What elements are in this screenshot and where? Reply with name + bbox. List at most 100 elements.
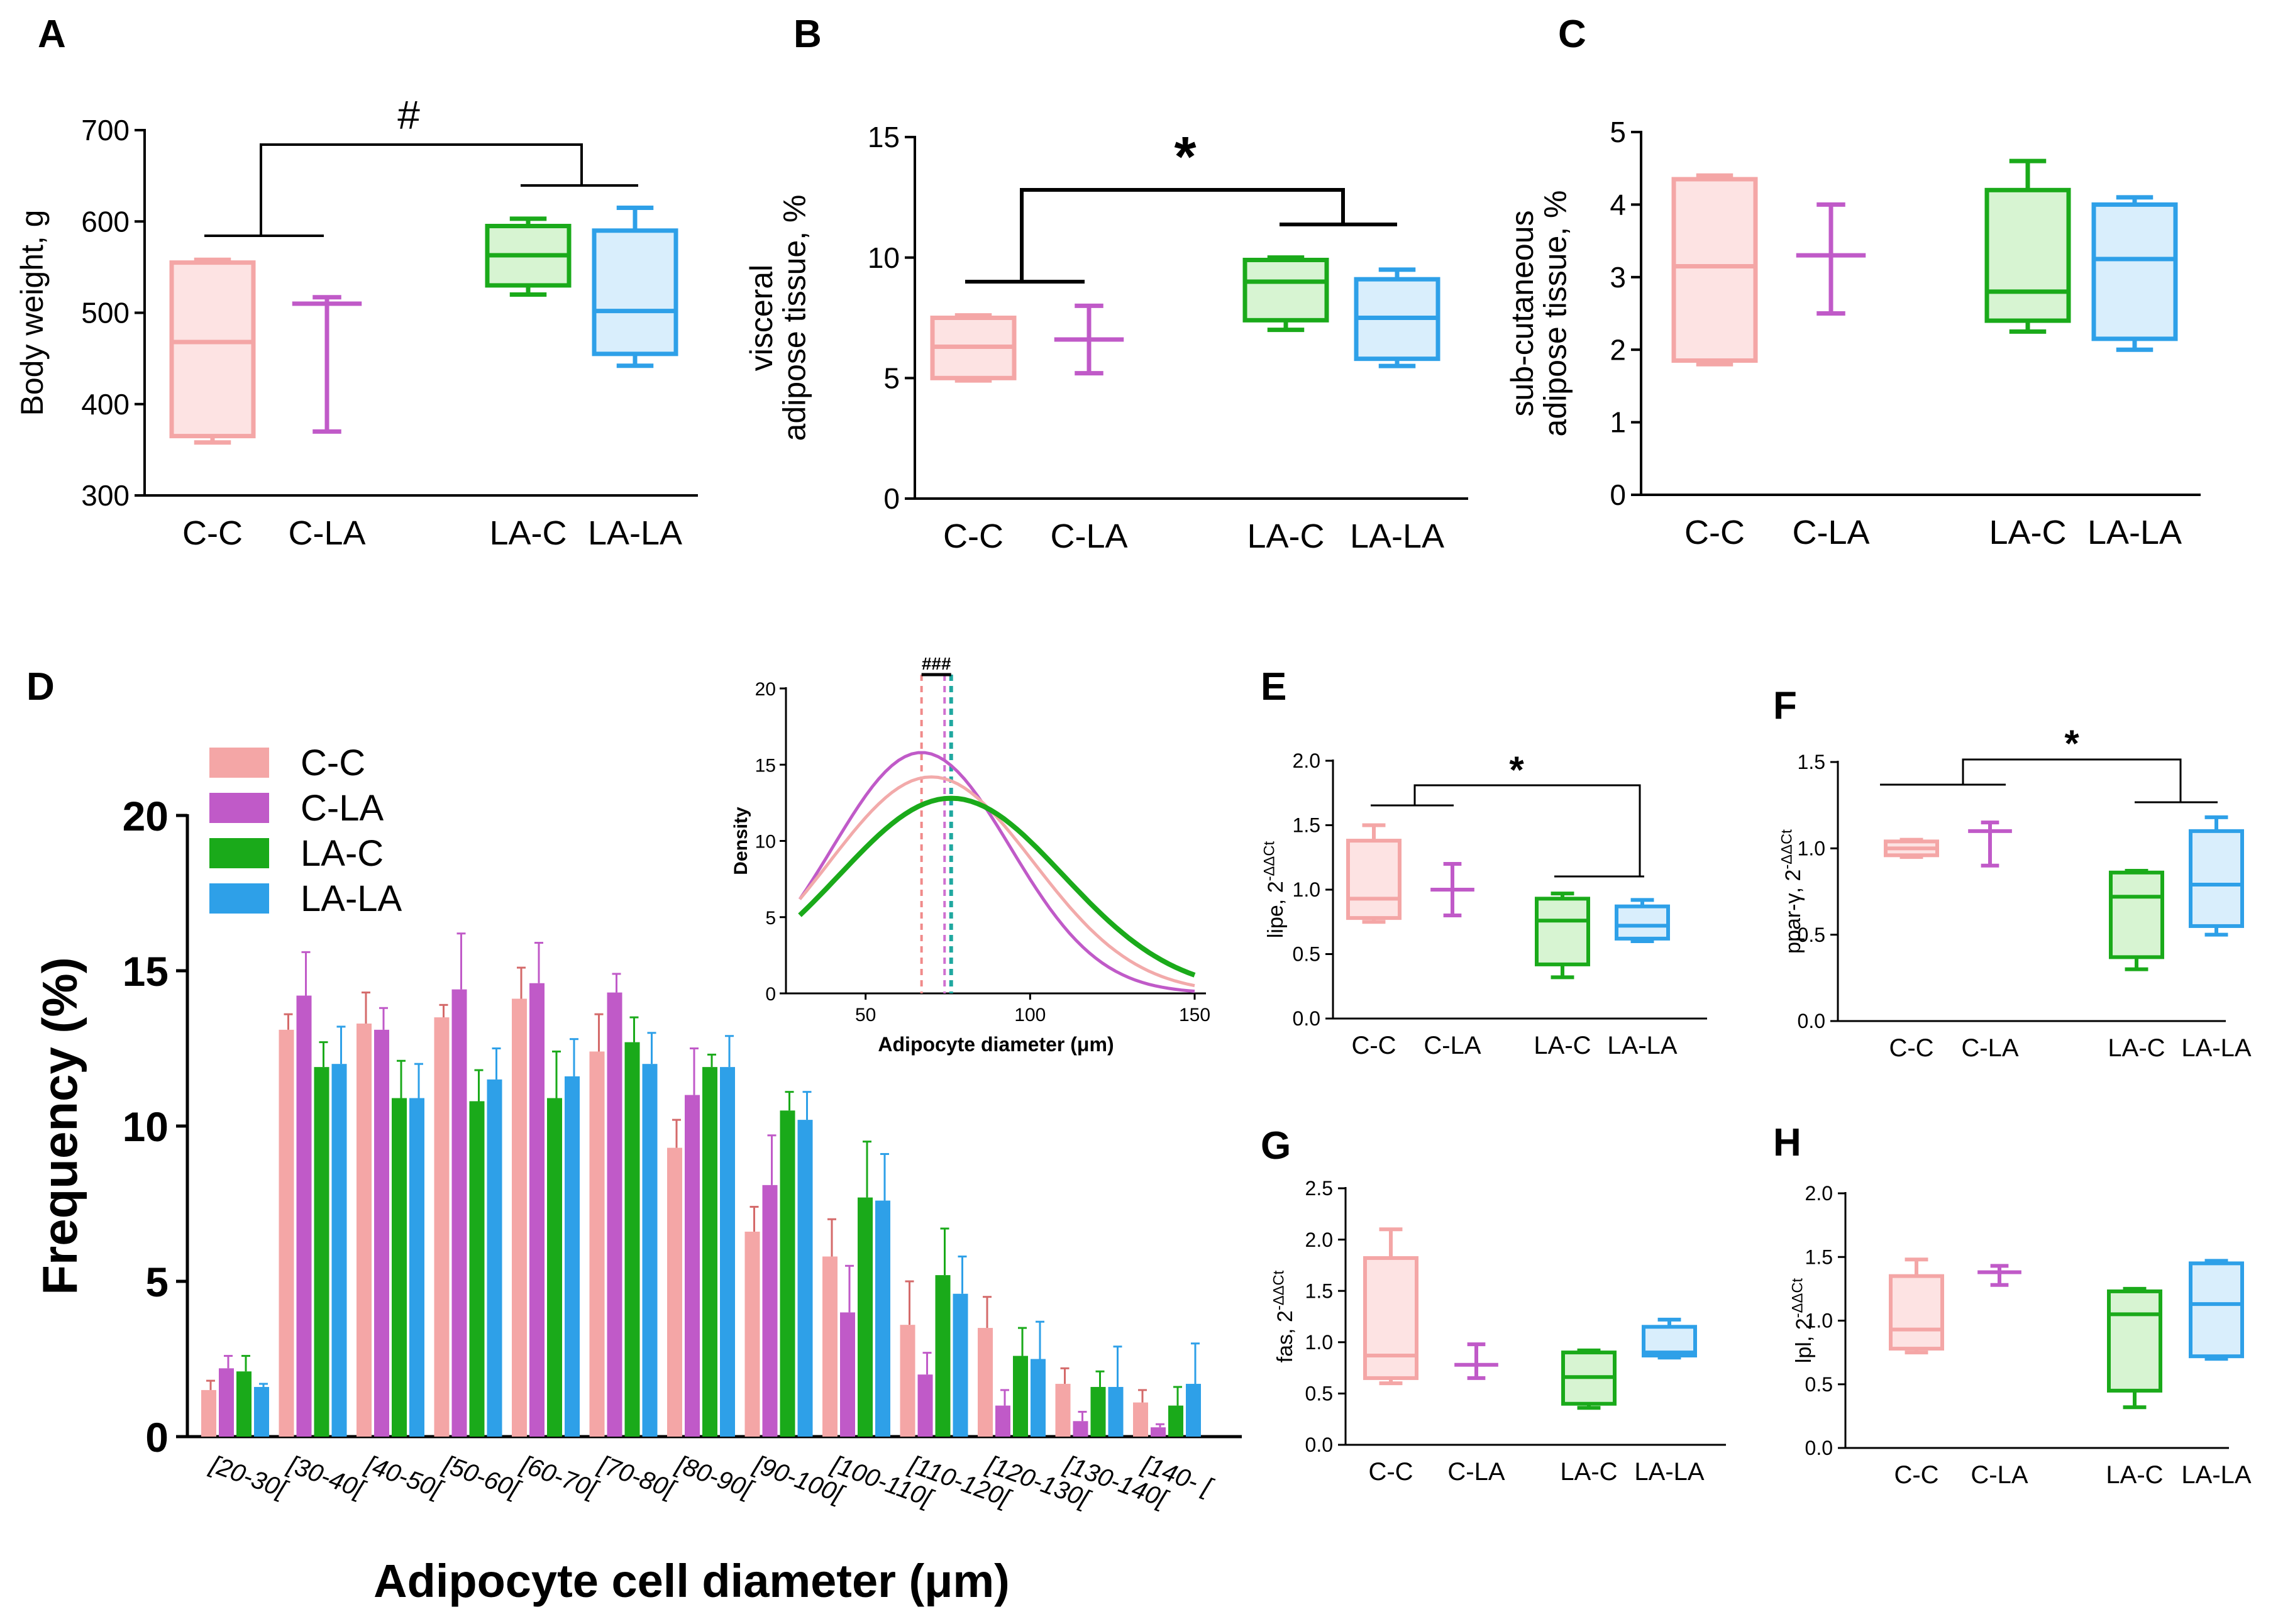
- legend-label: C-C: [301, 743, 365, 783]
- y-tick-label-B: 5: [883, 362, 900, 394]
- y-axis-title-G: fas, 2-ΔΔCt: [1270, 1270, 1297, 1362]
- density-curve-LA-C: [798, 795, 1196, 978]
- panel-label-H: H: [1773, 1121, 1801, 1164]
- bar-C-LA: [1073, 1421, 1088, 1437]
- y-axis-title-inset: Density: [731, 807, 751, 875]
- bar-C-C: [512, 998, 527, 1437]
- bar-LA-LA: [565, 1076, 580, 1437]
- box-H: [1889, 1274, 1944, 1351]
- box-B: [1242, 258, 1329, 323]
- bar-C-C: [822, 1256, 838, 1437]
- y-tick-label-A: 300: [81, 479, 130, 512]
- panel-label-B: B: [793, 13, 822, 56]
- bar-LA-C: [547, 1098, 562, 1437]
- x-tick-label-D: [50-60[: [439, 1450, 525, 1505]
- panel-label-F: F: [1773, 684, 1797, 727]
- bar-LA-LA: [1186, 1384, 1201, 1437]
- x-label-C: LA-C: [1989, 514, 2066, 551]
- y-axis-title-B: adipose tissue, %: [777, 195, 812, 441]
- bar-C-LA: [219, 1368, 234, 1437]
- x-label-C: C-C: [1684, 514, 1745, 551]
- x-label-A: C-C: [182, 514, 243, 552]
- bar-C-LA: [1151, 1427, 1166, 1437]
- bar-LA-C: [1168, 1405, 1183, 1437]
- y-tick-label-E: 0.5: [1293, 943, 1320, 966]
- x-tick-label-D: [60-70[: [517, 1450, 603, 1505]
- x-axis-title-D: Adipocyte cell diameter (μm): [373, 1555, 1010, 1607]
- panel-label-C: C: [1558, 13, 1586, 56]
- x-label-F: C-C: [1889, 1034, 1933, 1062]
- bar-C-C: [1055, 1384, 1071, 1437]
- x-tick-label-D: [20-30[: [206, 1450, 292, 1505]
- bar-C-C: [744, 1231, 760, 1437]
- y-tick-label-C: 2: [1610, 333, 1626, 366]
- panel-label-A: A: [38, 13, 66, 56]
- x-label-H: LA-C: [2106, 1461, 2163, 1489]
- x-label-A: C-LA: [288, 514, 365, 552]
- y-tick-label-D: 5: [145, 1259, 169, 1305]
- bar-C-C: [279, 1029, 294, 1437]
- legend-swatch: [209, 883, 269, 914]
- box-A: [169, 260, 256, 439]
- x-label-A: LA-C: [489, 514, 567, 552]
- bar-C-LA: [296, 995, 312, 1437]
- y-tick-label-A: 600: [81, 205, 130, 238]
- y-tick-label-A: 400: [81, 388, 130, 421]
- bar-LA-LA: [331, 1064, 347, 1437]
- significance-bracket-B: [1020, 188, 1345, 282]
- y-tick-label-inset: 20: [755, 679, 776, 700]
- panel-G: G 0.0 0.5 1.0 1.5 2.0 2.5 C-C C-LA LA-C LA-LA fas, …: [1261, 1124, 1726, 1486]
- y-tick-label-G: 1.5: [1305, 1279, 1333, 1302]
- x-label-C: C-LA: [1792, 514, 1869, 551]
- y-tick-label-H: 1.5: [1805, 1246, 1833, 1268]
- panel-H: H 0.0 0.5 1.0 1.5 2.0 C-C C-LA LA-C LA-LA lpl, 2-Δ…: [1773, 1121, 2252, 1489]
- significance-mark-B: *: [1174, 126, 1196, 189]
- y-axis-title-C: adipose tissue, %: [1538, 191, 1573, 437]
- y-tick-label-G: 2.0: [1305, 1229, 1333, 1251]
- y-tick-label-A: 500: [81, 297, 130, 329]
- bar-C-C: [201, 1389, 216, 1437]
- y-axis-title-E: lipe, 2-ΔΔCt: [1261, 841, 1288, 938]
- box-H: [2107, 1289, 2162, 1393]
- y-axis-title-C: sub-cutaneous: [1505, 210, 1540, 416]
- box-A: [592, 228, 678, 356]
- bar-LA-C: [1090, 1386, 1106, 1437]
- bar-LA-C: [858, 1197, 873, 1437]
- bar-LA-C: [392, 1098, 407, 1437]
- significance-bracket-F: [1962, 758, 2182, 802]
- y-tick-label-B: 10: [868, 241, 900, 274]
- x-tick-label-D: [40-50[: [362, 1450, 448, 1505]
- x-tick-label-D: [70-80[: [594, 1450, 680, 1505]
- x-label-B: LA-C: [1247, 517, 1324, 555]
- x-label-G: C-C: [1368, 1458, 1413, 1486]
- y-axis-title-B: visceral: [744, 265, 779, 371]
- bar-LA-LA: [1031, 1359, 1046, 1437]
- significance-mark-inset: ###: [922, 654, 951, 673]
- bar-LA-C: [935, 1275, 951, 1437]
- bar-LA-C: [236, 1371, 252, 1437]
- bar-C-LA: [995, 1405, 1010, 1437]
- bar-C-LA: [607, 992, 622, 1437]
- legend-swatch: [209, 838, 269, 868]
- bar-C-LA: [529, 983, 545, 1437]
- x-tick-label-inset: 150: [1179, 1005, 1210, 1025]
- y-tick-label-E: 2.0: [1293, 749, 1320, 772]
- y-tick-label-A: 700: [81, 114, 130, 146]
- y-tick-label-F: 1.5: [1798, 751, 1825, 773]
- y-tick-label-F: 1.0: [1798, 837, 1825, 860]
- x-label-F: LA-LA: [2181, 1034, 2251, 1062]
- panel-label-G: G: [1261, 1124, 1291, 1168]
- bar-C-C: [900, 1325, 915, 1437]
- box-E: [1346, 839, 1402, 920]
- significance-bracket-A: [260, 143, 583, 236]
- bar-LA-LA: [797, 1120, 813, 1437]
- bar-C-C: [357, 1023, 372, 1437]
- x-label-B: C-C: [943, 517, 1004, 555]
- significance-mark-F: *: [2064, 722, 2079, 765]
- box-C: [1671, 177, 1758, 363]
- x-label-H: LA-LA: [2181, 1461, 2251, 1489]
- bar-C-LA: [374, 1029, 389, 1437]
- bar-C-C: [589, 1051, 605, 1437]
- x-label-G: LA-LA: [1634, 1458, 1704, 1486]
